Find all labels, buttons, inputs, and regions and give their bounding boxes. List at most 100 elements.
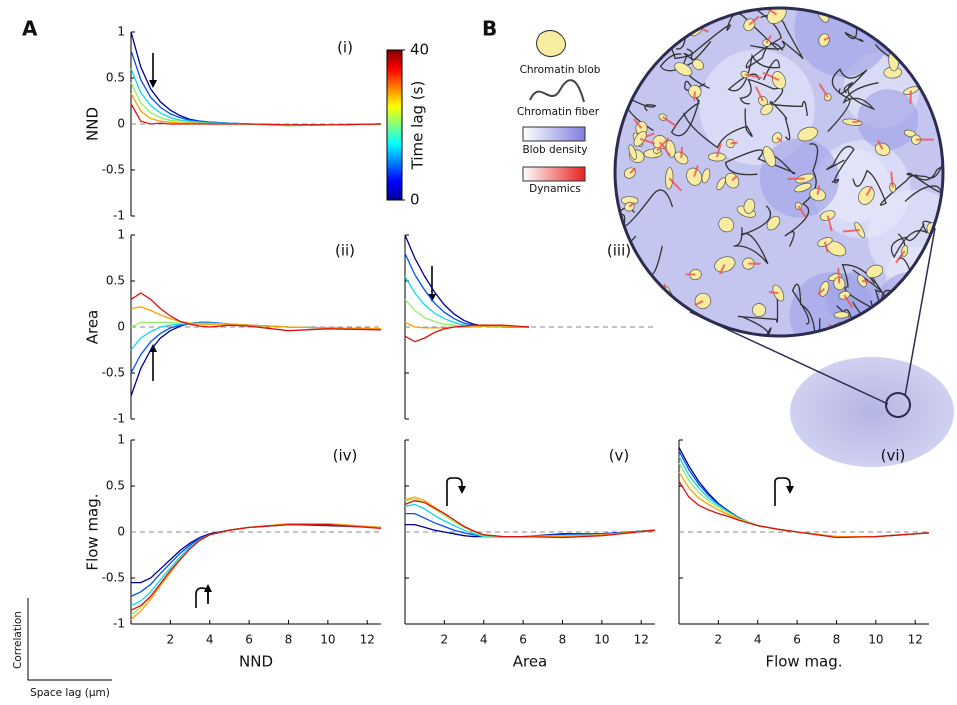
dynamics	[890, 171, 894, 188]
x-axis-label: Area	[513, 653, 548, 671]
y-tick-label: 1	[117, 433, 125, 447]
blob	[624, 276, 639, 296]
fiber	[791, 283, 821, 335]
panel-number: (v)	[609, 447, 630, 465]
blob	[674, 62, 693, 77]
dynamics	[823, 36, 831, 41]
blob	[871, 329, 887, 335]
dynamics	[768, 291, 779, 294]
blob	[794, 182, 812, 193]
panel-number: (ii)	[335, 242, 355, 260]
blob	[618, 77, 635, 92]
colorbar-tick-label: 0	[410, 191, 420, 209]
blob	[716, 177, 726, 191]
corner-axes: Correlation Space lag (µm)	[12, 598, 112, 699]
x-tick-label: 8	[833, 633, 841, 647]
density-patch	[789, 272, 876, 335]
fiber	[616, 33, 660, 70]
y-tick-label: 0.5	[106, 274, 125, 288]
fiber	[934, 304, 942, 330]
fiber	[904, 154, 942, 202]
y-tick-label: -1	[113, 412, 125, 426]
blob	[771, 71, 786, 90]
series-line	[404, 234, 529, 328]
fiber	[852, 9, 912, 15]
dynamics	[765, 9, 778, 16]
x-axis-label: NND	[239, 653, 273, 671]
legend-item: Chromatin blob	[520, 64, 601, 76]
legend-item: Chromatin fiber	[517, 106, 600, 118]
series-line	[404, 276, 529, 328]
dynamics	[765, 35, 772, 44]
y-tick-label: -0.5	[102, 571, 125, 585]
dynamics	[744, 73, 763, 79]
dynamics	[694, 300, 704, 307]
corner-y-label: Correlation	[12, 611, 24, 669]
series-line	[130, 321, 382, 397]
nucleus	[689, 227, 954, 467]
panel-number: (iii)	[607, 242, 631, 260]
blob	[772, 284, 785, 302]
x-tick-label: 10	[594, 633, 609, 647]
dynamics	[680, 147, 684, 159]
fiber	[737, 285, 779, 335]
b-legend: Chromatin blob Chromatin fiber Blob dens…	[517, 30, 601, 195]
blob	[795, 173, 815, 184]
dynamics	[921, 62, 925, 70]
dynamics	[629, 167, 637, 174]
blob	[760, 103, 774, 116]
blob	[869, 316, 880, 330]
blob	[688, 84, 702, 99]
fiber	[727, 53, 781, 92]
dynamics	[662, 116, 678, 128]
fiber	[842, 81, 879, 111]
x-tick-label: 12	[360, 633, 375, 647]
dynamics	[730, 141, 738, 145]
x-tick-label: 2	[167, 633, 175, 647]
density-patch	[616, 278, 656, 335]
panel-label: A	[22, 17, 38, 41]
blob	[905, 283, 919, 301]
series-line	[130, 103, 382, 126]
blob	[640, 37, 656, 55]
series-line	[678, 462, 930, 538]
series-line	[404, 496, 656, 538]
density-patch	[873, 271, 942, 335]
dynamics	[861, 280, 870, 283]
dynamics	[842, 228, 860, 233]
legend-item: Dynamics	[529, 183, 581, 195]
dynamics	[715, 142, 722, 158]
dynamics	[628, 201, 635, 208]
fiber	[852, 169, 918, 206]
blob	[634, 279, 649, 296]
series-line	[130, 321, 382, 374]
legend-item: Blob density	[522, 144, 587, 156]
blob	[915, 57, 931, 68]
y-tick-label: -1	[113, 617, 125, 631]
x-tick-label: 6	[519, 633, 527, 647]
arrows	[149, 53, 794, 608]
y-tick-label: -0.5	[102, 163, 125, 177]
blob	[743, 198, 756, 214]
blob	[674, 151, 689, 165]
panel-number: (iv)	[333, 447, 358, 465]
y-tick-label: 0.5	[106, 71, 125, 85]
density-patch	[857, 89, 919, 150]
y-tick-label: 1	[117, 25, 125, 39]
panel-number: (vi)	[881, 447, 906, 465]
fiber	[670, 80, 706, 137]
blob	[714, 256, 736, 273]
dynamics	[876, 139, 884, 150]
corner-x-label: Space lag (µm)	[30, 687, 110, 699]
x-tick-label: 8	[559, 633, 567, 647]
dynamics	[843, 294, 854, 309]
dynamics	[776, 136, 783, 143]
dynamics	[639, 137, 656, 145]
blob	[766, 215, 781, 231]
series-line	[678, 456, 930, 538]
blob	[922, 330, 942, 335]
blob	[692, 59, 704, 71]
fiber	[827, 68, 868, 133]
dynamics	[909, 279, 913, 293]
